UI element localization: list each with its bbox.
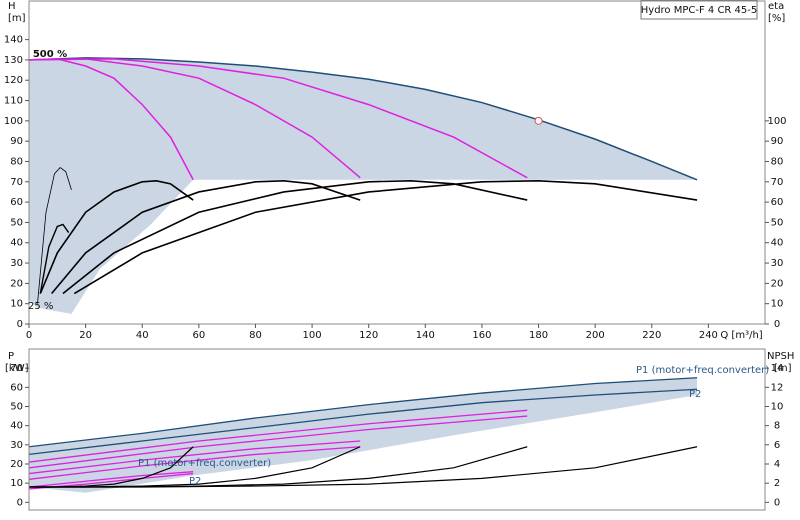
y2-tick-label: 0 — [774, 497, 780, 508]
y-tick-label: 0 — [17, 319, 23, 330]
y-axis-unit: [kW] — [5, 363, 29, 374]
y-tick-label: 40 — [10, 238, 23, 249]
y-tick-label: 70 — [10, 363, 23, 374]
curve — [29, 57, 698, 181]
plot-area — [29, 377, 698, 493]
y-tick-label: 80 — [10, 156, 23, 167]
y2-tick-label: 30 — [771, 258, 784, 269]
y-tick-label: 0 — [17, 497, 23, 508]
curve — [29, 388, 698, 456]
y-tick-label: 140 — [4, 35, 23, 46]
x-tick-label: 140 — [416, 330, 435, 341]
y-tick-label: 30 — [10, 258, 23, 269]
y-tick-label: 60 — [10, 382, 23, 393]
y2-tick-label: 70 — [771, 177, 784, 188]
x-tick-label: 180 — [529, 330, 548, 341]
x-tick-label: 100 — [303, 330, 322, 341]
plot-area — [29, 57, 698, 314]
curve — [29, 471, 194, 488]
y2-tick-label: 10 — [771, 402, 784, 413]
y2-axis-unit: [m] — [774, 363, 792, 374]
curve — [29, 377, 698, 448]
x-tick-label: 120 — [359, 330, 378, 341]
y-axis-unit: [m] — [8, 13, 26, 24]
curve — [39, 179, 194, 294]
curve — [29, 446, 698, 488]
curve — [29, 409, 528, 463]
x-tick-label: 220 — [642, 330, 661, 341]
y-tick-label: 30 — [10, 440, 23, 451]
operating-area — [29, 377, 698, 493]
plot-frame — [28, 0, 766, 325]
plot-frame — [28, 348, 766, 511]
y-tick-label: 10 — [10, 299, 23, 310]
y-tick-label: 130 — [4, 55, 23, 66]
y-tick-label: 90 — [10, 136, 23, 147]
x-tick-label: 240 — [699, 330, 718, 341]
annotation: P2 — [689, 389, 701, 400]
y2-axis-title: eta — [768, 1, 784, 12]
chart-title: Hydro MPC-F 4 CR 45-5 — [641, 5, 758, 16]
y-tick-label: 120 — [4, 75, 23, 86]
operating-area — [29, 57, 698, 314]
y2-tick-label: 6 — [774, 440, 780, 451]
y-tick-label: 20 — [10, 459, 23, 470]
curve — [37, 167, 72, 304]
y2-axis-unit: [%] — [768, 13, 785, 24]
curve — [73, 179, 698, 295]
annotation: P1 (motor+freq.converter) — [636, 365, 769, 376]
annotation: P1 (motor+freq.converter) — [138, 458, 271, 469]
y2-tick-label: 12 — [771, 382, 784, 393]
x-tick-label: 60 — [192, 330, 205, 341]
y2-tick-label: 40 — [771, 238, 784, 249]
y2-tick-label: 14 — [771, 363, 784, 374]
x-tick-label: 40 — [136, 330, 149, 341]
y-tick-label: 20 — [10, 278, 23, 289]
y-tick-label: 60 — [10, 197, 23, 208]
y-tick-label: 50 — [10, 402, 23, 413]
y2-tick-label: 10 — [771, 299, 784, 310]
curve — [29, 415, 528, 469]
x-tick-label: 20 — [79, 330, 92, 341]
x-tick-label: 0 — [26, 330, 32, 341]
y-tick-label: 70 — [10, 177, 23, 188]
curve — [29, 440, 361, 475]
y2-tick-label: 90 — [771, 136, 784, 147]
y2-tick-label: 60 — [771, 197, 784, 208]
y2-tick-label: 80 — [771, 156, 784, 167]
y2-tick-label: 4 — [774, 459, 780, 470]
x-axis-title: Q [m³/h] — [720, 330, 762, 341]
y2-tick-label: 0 — [774, 319, 780, 330]
y2-axis-title: NPSH — [767, 351, 794, 362]
curve — [62, 179, 528, 295]
y2-tick-label: 2 — [774, 478, 780, 489]
y-tick-label: 110 — [4, 96, 23, 107]
x-tick-label: 200 — [586, 330, 605, 341]
y2-tick-label: 20 — [771, 278, 784, 289]
curve — [51, 179, 361, 295]
y-axis-title: P — [8, 351, 14, 362]
annotation: P2 — [189, 476, 201, 487]
curve — [39, 223, 70, 294]
y2-tick-label: 8 — [774, 421, 780, 432]
curve — [29, 58, 528, 179]
annotation: 25 % — [28, 301, 53, 312]
y2-tick-label: 50 — [771, 217, 784, 228]
x-tick-label: 160 — [472, 330, 491, 341]
y-tick-label: 50 — [10, 217, 23, 228]
y-axis-title: H — [8, 1, 16, 12]
x-tick-label: 80 — [249, 330, 262, 341]
y-tick-label: 40 — [10, 421, 23, 432]
y-tick-label: 100 — [4, 116, 23, 127]
duty-point — [534, 116, 543, 125]
annotation: 500 % — [33, 49, 67, 60]
legend-box — [640, 0, 758, 20]
curve — [29, 446, 361, 480]
y2-tick-label: 100 — [767, 116, 786, 127]
y-tick-label: 10 — [10, 478, 23, 489]
